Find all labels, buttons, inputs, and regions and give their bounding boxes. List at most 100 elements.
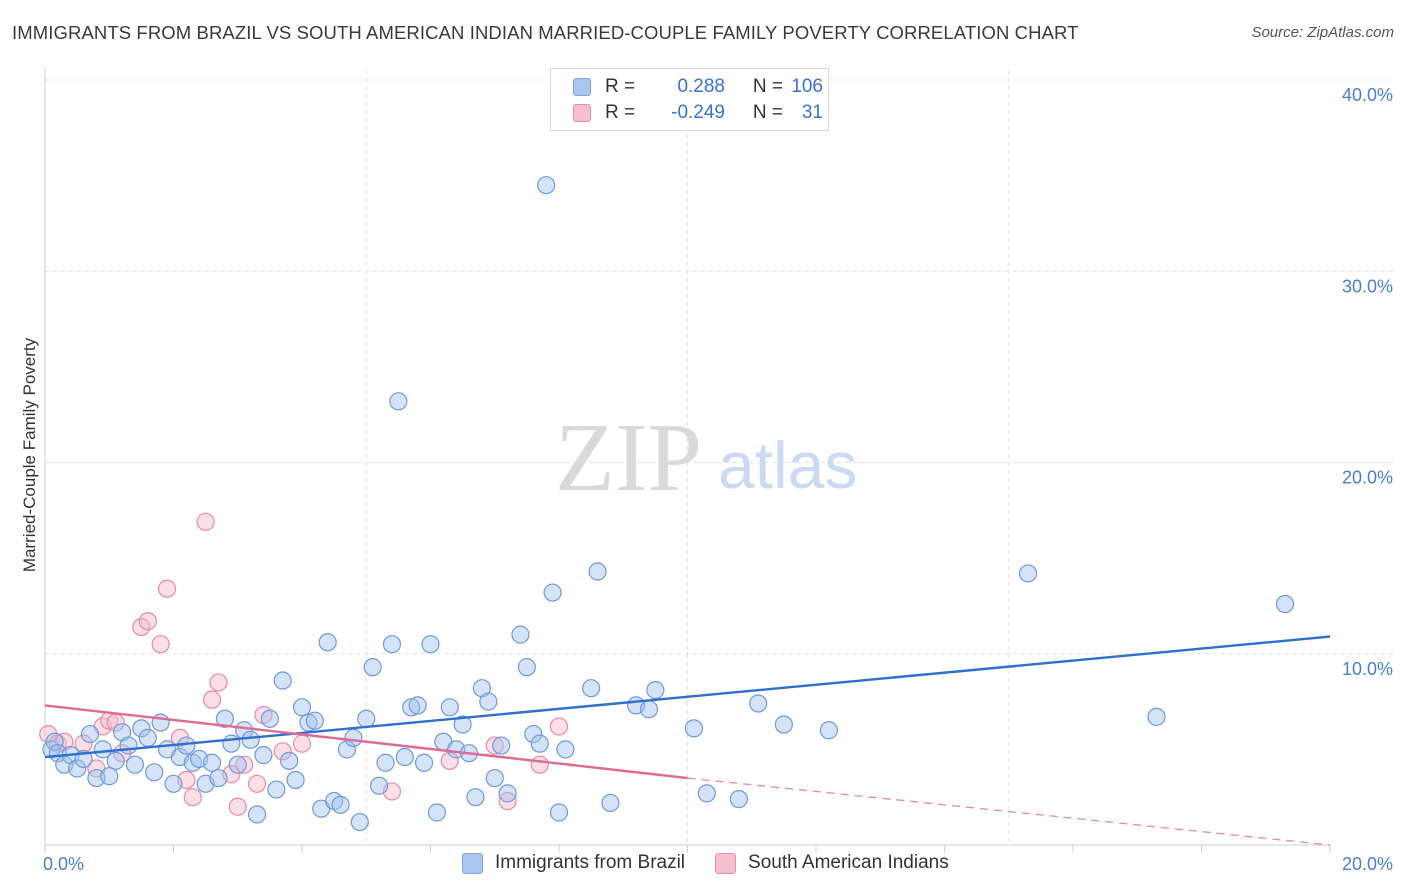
data-point-brazil [1147,707,1166,726]
data-point-brazil [549,803,569,822]
data-point-south-american-indians [292,734,312,753]
data-point-brazil [517,658,536,677]
legend-n-value: 106 [791,76,823,97]
data-point-brazil [292,698,312,717]
data-point-brazil [1018,564,1038,583]
watermark: ZIP atlas [555,404,857,512]
axes [44,68,1331,853]
data-point-brazil [382,635,402,654]
data-point-brazil [93,740,112,759]
series-south-american-indians [39,512,569,816]
trend-lines [44,635,1331,846]
data-point-brazil [132,719,151,738]
data-point-brazil [164,774,183,793]
data-point-brazil [588,562,607,581]
data-point-brazil [639,700,659,719]
data-point-brazil [582,679,601,698]
watermark-atlas: atlas [718,428,857,502]
data-point-brazil [402,698,421,717]
data-point-brazil [530,734,549,753]
data-point-brazil [45,732,64,751]
data-point-south-american-indians [183,788,202,807]
gridlines [45,70,1393,845]
data-point-south-american-indians [202,690,222,709]
y-tick-label: 40.0% [1342,85,1393,105]
data-point-brazil [80,724,100,744]
data-point-brazil [222,734,241,753]
data-point-brazil [524,724,543,744]
data-point-brazil [138,728,157,748]
data-point-brazil [440,698,459,717]
data-point-brazil [331,795,350,814]
series-legend: Immigrants from Brazil South American In… [462,852,949,874]
data-point-brazil [492,736,511,755]
legend-swatch-brazil [573,78,591,96]
data-point-brazil [427,803,447,822]
trend-line-extension-south-american-indians [687,777,1331,846]
data-point-brazil [729,789,749,809]
data-point-brazil [357,709,376,728]
data-point-brazil [414,753,434,772]
data-point-brazil [408,696,427,715]
data-point-brazil [479,692,498,711]
data-point-brazil [305,711,324,730]
data-point-brazil [1275,594,1295,614]
trend-line-south-american-indians [44,704,688,780]
series-immigrants-from-brazil [42,176,1295,832]
data-point-south-american-indians [228,797,247,816]
data-point-brazil [267,780,286,799]
data-point-brazil [389,392,408,411]
data-point-brazil [350,812,369,832]
data-point-brazil [749,694,768,713]
watermark-zip: ZIP [555,404,702,512]
data-point-brazil [241,730,260,749]
data-point-south-american-indians [235,755,254,774]
legend-label-brazil: Immigrants from Brazil [495,852,686,873]
data-point-brazil [774,715,793,734]
data-point-brazil [556,740,575,759]
data-point-south-american-indians [485,736,504,755]
data-point-brazil [273,671,292,690]
data-point-brazil [543,583,562,602]
data-point-brazil [421,635,440,654]
source-label: Source: ZipAtlas.com [1251,24,1394,41]
data-point-brazil [370,776,389,795]
y-tick-label: 30.0% [1342,276,1393,296]
legend-r-label: R = [605,102,636,123]
x-tick-label: 0.0% [43,854,84,874]
legend-label-south-american-indians: South American Indians [748,852,949,873]
data-point-south-american-indians [138,612,157,631]
data-point-brazil [215,709,234,728]
data-point-brazil [145,763,164,782]
legend-row-south-american-indians: R = -0.249 N = 31 [573,101,823,125]
data-point-brazil [395,747,414,767]
legend-r-label: R = [605,76,636,97]
data-point-south-american-indians [247,774,267,793]
data-point-brazil [601,793,620,813]
legend-swatch-south-american-indians [573,104,591,122]
data-point-brazil [697,784,716,803]
data-point-brazil [337,740,357,759]
data-point-brazil [511,625,530,644]
data-point-south-american-indians [196,512,215,531]
data-point-brazil [498,784,517,803]
data-point-south-american-indians [273,742,292,761]
data-point-brazil [299,713,318,732]
data-point-brazil [119,736,138,755]
legend-swatch-south-american-indians [715,852,737,874]
data-point-brazil [202,753,222,772]
data-point-brazil [453,715,472,734]
data-point-brazil [344,728,363,748]
legend-n-label: N = [752,76,783,97]
data-point-brazil [466,788,485,807]
data-point-brazil [286,770,305,790]
data-point-south-american-indians [157,579,177,598]
data-point-brazil [68,759,87,778]
data-point-brazil [819,721,838,740]
data-point-brazil [646,680,665,700]
data-point-brazil [376,753,395,772]
correlation-legend: R = 0.288 N = 106 R = -0.249 N = 31 [550,68,829,131]
data-point-south-american-indians [209,673,228,692]
data-point-brazil [228,755,247,774]
